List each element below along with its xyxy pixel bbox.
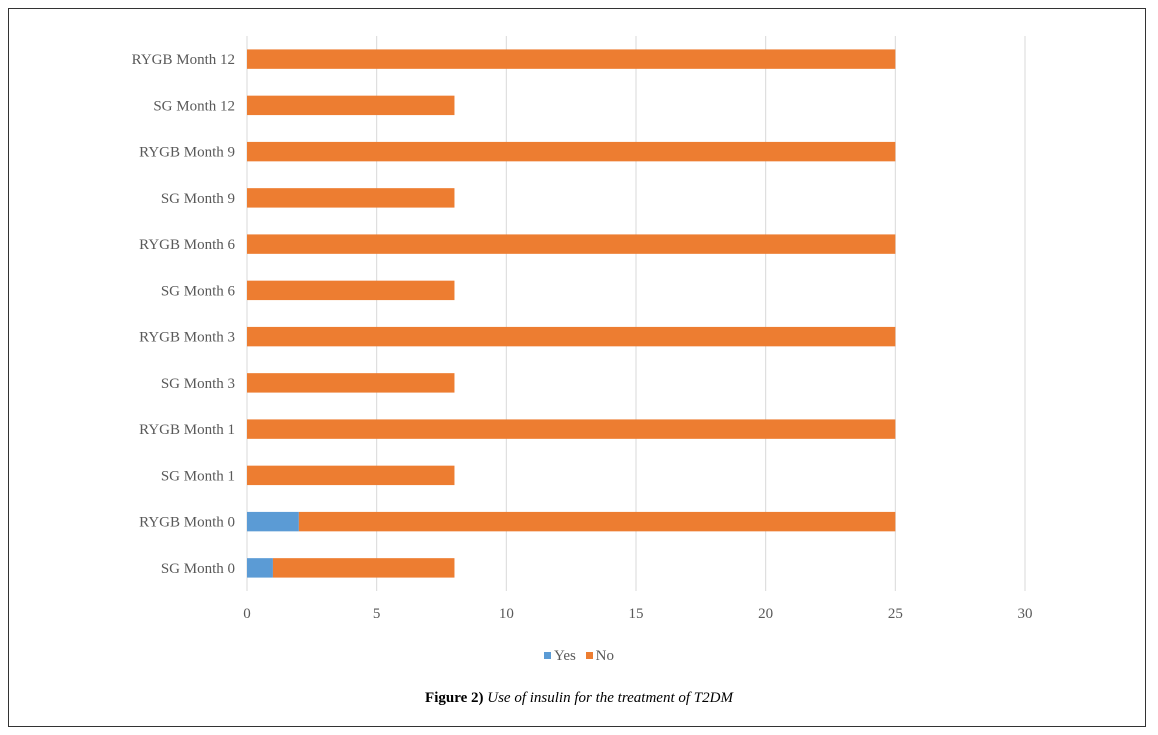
- category-label-rygb-month-1: RYGB Month 1: [139, 422, 235, 438]
- legend-swatch-yes: [544, 652, 552, 659]
- x-tick-label-30: 30: [1018, 606, 1033, 622]
- bar-no-sg-month-12: [247, 95, 455, 116]
- caption-text: Use of insulin for the treatment of T2DM: [487, 690, 733, 706]
- bar-yes-rygb-month-0: [247, 511, 299, 532]
- legend-item-no: No: [585, 648, 614, 665]
- x-tick-label-25: 25: [888, 606, 903, 622]
- x-tick-label-20: 20: [758, 606, 773, 622]
- bar-no-sg-month-9: [247, 188, 455, 208]
- legend-label-no: No: [595, 648, 614, 664]
- figure-frame: [8, 8, 1146, 727]
- bar-chart: 0 5 10 15 20 25 30 SG Month 0 RYGB Month 0 SG Mon…: [132, 36, 1033, 622]
- legend-item-yes: Yes: [544, 648, 576, 665]
- legend-swatch-no: [585, 652, 593, 659]
- x-tick-label-10: 10: [499, 606, 514, 622]
- bar-no-rygb-month-12: [247, 49, 896, 69]
- category-label-sg-month-3: SG Month 3: [161, 376, 235, 392]
- bar-no-rygb-month-0: [298, 511, 896, 532]
- category-label-rygb-month-12: RYGB Month 12: [132, 52, 235, 68]
- bar-no-sg-month-3: [247, 373, 455, 393]
- category-label-sg-month-6: SG Month 6: [161, 283, 236, 299]
- bar-no-sg-month-0: [272, 558, 455, 578]
- caption-label: Figure 2): [425, 690, 484, 706]
- category-label-rygb-month-0: RYGB Month 0: [139, 515, 235, 531]
- bar-no-rygb-month-6: [247, 234, 896, 254]
- chart-legend: Yes No: [0, 648, 1158, 665]
- bar-no-sg-month-6: [247, 280, 455, 301]
- category-label-rygb-month-3: RYGB Month 3: [139, 330, 235, 346]
- category-label-sg-month-12: SG Month 12: [153, 98, 235, 114]
- category-label-rygb-month-9: RYGB Month 9: [139, 145, 235, 161]
- bar-no-sg-month-1: [247, 465, 455, 486]
- legend-label-yes: Yes: [554, 648, 576, 664]
- category-label-sg-month-9: SG Month 9: [161, 191, 235, 207]
- figure-caption: Figure 2) Use of insulin for the treatme…: [0, 690, 1158, 707]
- x-tick-label-15: 15: [629, 606, 644, 622]
- bar-no-rygb-month-1: [247, 419, 896, 439]
- x-tick-label-0: 0: [243, 606, 251, 622]
- bar-no-rygb-month-3: [247, 326, 896, 347]
- category-label-rygb-month-6: RYGB Month 6: [139, 237, 235, 253]
- x-tick-label-5: 5: [373, 606, 381, 622]
- bar-yes-sg-month-0: [247, 558, 273, 578]
- category-label-sg-month-1: SG Month 1: [161, 468, 235, 484]
- category-label-sg-month-0: SG Month 0: [161, 561, 235, 577]
- bar-no-rygb-month-9: [247, 141, 896, 162]
